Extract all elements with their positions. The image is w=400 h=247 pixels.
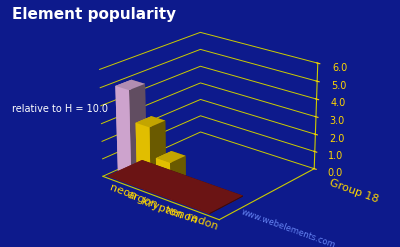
Text: relative to H = 10.0: relative to H = 10.0 [12, 104, 108, 114]
Text: www.webelements.com: www.webelements.com [240, 207, 337, 247]
Text: Group 18: Group 18 [328, 178, 380, 205]
Text: Element popularity: Element popularity [12, 7, 176, 22]
